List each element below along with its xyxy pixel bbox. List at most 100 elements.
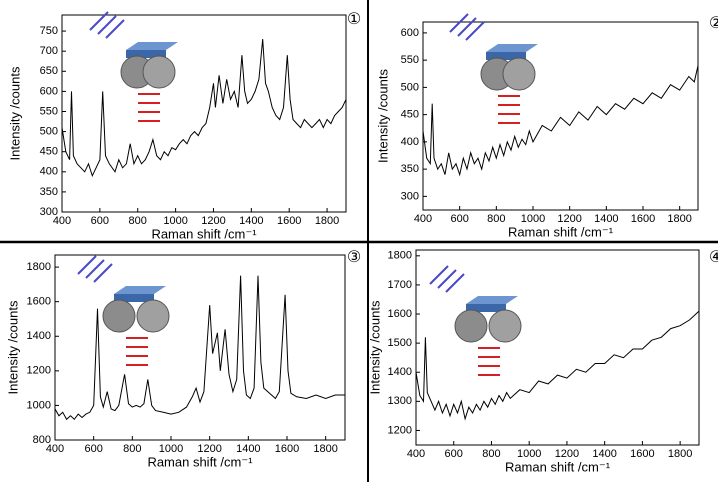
y-tick-label: 1800	[27, 261, 51, 273]
y-tick-label: 500	[40, 125, 58, 137]
nanoparticle	[502, 57, 536, 91]
y-tick-label: 300	[40, 206, 58, 218]
x-tick-label: 1200	[555, 448, 579, 460]
x-tick-label: 800	[487, 213, 505, 225]
y-tick-label: 1700	[388, 279, 412, 291]
x-axis-title: Raman shift /cm⁻¹	[147, 454, 253, 469]
x-tick-label: 800	[123, 443, 141, 455]
y-tick-label: 700	[40, 45, 58, 57]
substrate	[466, 296, 518, 304]
y-tick-label: 350	[401, 163, 419, 175]
y-tick-label: 450	[401, 109, 419, 121]
panel-label: ④	[709, 249, 718, 266]
y-tick-label: 1300	[388, 395, 412, 407]
polarization-arrow	[445, 273, 465, 293]
panel-label: ③	[347, 249, 361, 266]
x-tick-label: 1400	[594, 213, 618, 225]
x-tick-label: 400	[407, 448, 425, 460]
substrate	[486, 44, 538, 52]
substrate	[486, 52, 526, 60]
y-tick-label: 400	[401, 136, 419, 148]
x-tick-label: 1000	[159, 443, 183, 455]
y-tick-label: 1800	[388, 250, 412, 262]
spectrum-line	[54, 275, 345, 421]
substrate	[126, 50, 166, 58]
x-tick-label: 1800	[315, 215, 339, 227]
x-tick-label: 1600	[275, 443, 299, 455]
polarization-arrow	[89, 11, 109, 31]
y-axis-title: Intensity /counts	[367, 300, 382, 394]
polarization-arrow	[97, 15, 117, 35]
x-tick-label: 1600	[277, 215, 301, 227]
y-axis-title: Intensity /counts	[7, 66, 22, 160]
y-tick-label: 1200	[388, 424, 412, 436]
substrate	[466, 304, 506, 312]
y-tick-label: 550	[40, 105, 58, 117]
substrate	[126, 42, 178, 50]
x-tick-label: 1000	[163, 215, 187, 227]
y-tick-label: 1400	[388, 366, 412, 378]
substrate	[114, 294, 154, 302]
panel-label: ②	[709, 15, 718, 32]
spectrum-line	[422, 65, 699, 177]
polarization-arrow	[85, 259, 105, 279]
schematic	[429, 265, 522, 376]
x-tick-label: 600	[91, 215, 109, 227]
x-tick-label: 1400	[592, 448, 616, 460]
polarization-arrow	[429, 265, 449, 285]
x-tick-label: 1200	[201, 215, 225, 227]
polarization-arrow	[77, 255, 97, 275]
y-tick-label: 600	[401, 27, 419, 39]
x-tick-label: 1800	[668, 448, 692, 460]
x-tick-label: 800	[482, 448, 500, 460]
x-axis-title: Raman shift /cm⁻¹	[505, 459, 611, 474]
polarization-arrow	[93, 263, 113, 283]
nanoparticle	[454, 309, 488, 343]
x-tick-label: 1800	[667, 213, 691, 225]
x-tick-label: 400	[46, 443, 64, 455]
y-tick-label: 600	[40, 85, 58, 97]
spectrum-line	[415, 310, 700, 421]
polarization-arrow	[449, 13, 469, 33]
plot-frame	[61, 14, 347, 213]
schematic	[89, 11, 178, 122]
plot-frame	[415, 249, 700, 446]
x-tick-label: 400	[414, 213, 432, 225]
y-tick-label: 500	[401, 81, 419, 93]
x-tick-label: 1000	[517, 448, 541, 460]
substrate	[114, 286, 166, 294]
plot-frame	[54, 254, 346, 441]
x-tick-label: 1800	[313, 443, 337, 455]
nanoparticle	[102, 299, 136, 333]
y-tick-label: 750	[40, 25, 58, 37]
x-tick-label: 1400	[236, 443, 260, 455]
x-tick-label: 1000	[521, 213, 545, 225]
y-tick-label: 1400	[27, 330, 51, 342]
y-axis-title: Intensity /counts	[375, 69, 390, 163]
polarization-arrow	[457, 17, 477, 37]
y-tick-label: 1200	[27, 365, 51, 377]
nanoparticle	[488, 309, 522, 343]
x-tick-label: 1600	[630, 448, 654, 460]
x-tick-label: 1200	[557, 213, 581, 225]
y-tick-label: 350	[40, 186, 58, 198]
x-axis-title: Raman shift /cm⁻¹	[151, 226, 257, 241]
nanoparticle	[142, 55, 176, 89]
x-tick-label: 600	[445, 448, 463, 460]
x-axis-title: Raman shift /cm⁻¹	[508, 224, 614, 239]
y-tick-label: 450	[40, 146, 58, 158]
y-tick-label: 400	[40, 166, 58, 178]
x-tick-label: 400	[53, 215, 71, 227]
x-tick-label: 800	[129, 215, 147, 227]
x-tick-label: 1400	[239, 215, 263, 227]
polarization-arrow	[437, 269, 457, 289]
y-tick-label: 800	[33, 434, 51, 446]
y-axis-title: Intensity /counts	[5, 300, 20, 394]
plot-frame	[422, 21, 699, 211]
y-tick-label: 650	[40, 65, 58, 77]
y-tick-label: 1600	[27, 296, 51, 308]
x-tick-label: 1200	[197, 443, 221, 455]
y-tick-label: 1000	[27, 399, 51, 411]
panel-label: ①	[347, 11, 361, 28]
